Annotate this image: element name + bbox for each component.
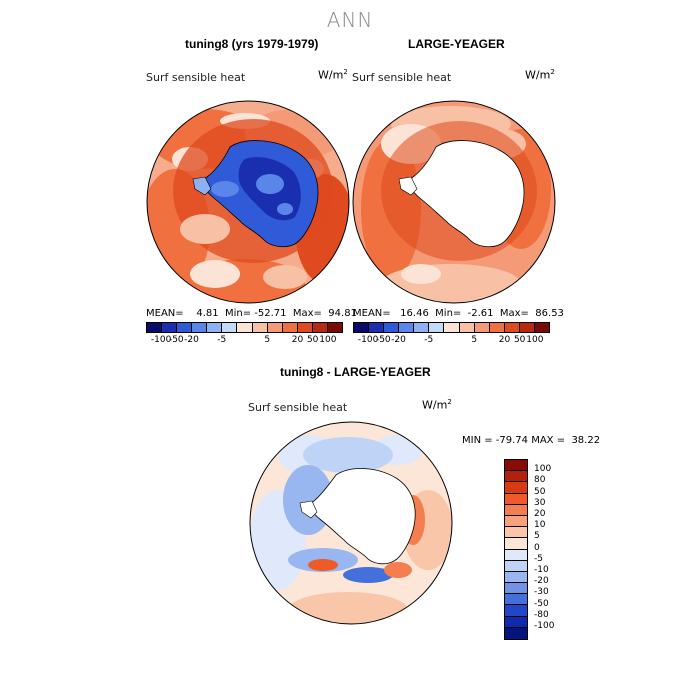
colorbar-swatch bbox=[147, 323, 163, 332]
colorbar-swatch bbox=[505, 594, 527, 606]
colorbar-swatch bbox=[444, 323, 460, 332]
left-colorbar: -100 -50 -20 -5 5 20 50 100 bbox=[146, 322, 343, 347]
colorbar-swatch bbox=[354, 323, 370, 332]
colorbar-swatch bbox=[222, 323, 238, 332]
colorbar-swatch bbox=[505, 482, 527, 494]
colorbar-swatch bbox=[369, 323, 385, 332]
right-stats: MEAN= 16.46 Min= -2.61 Max= 86.53 bbox=[353, 308, 564, 319]
colorbar-tick-label: -50 bbox=[168, 335, 184, 345]
colorbar-swatch bbox=[505, 583, 527, 595]
colorbar-swatch bbox=[282, 323, 298, 332]
colorbar-swatch bbox=[489, 323, 505, 332]
colorbar-tick-label: -20 bbox=[184, 335, 199, 345]
colorbar-tick-label: -30 bbox=[534, 587, 549, 598]
diff-colorbar-ticks: 100 80 50 30 20 10 5 0 -5 -10 -20 -30 -50 -80 -100 bbox=[534, 459, 574, 639]
diff-variable-label: Surf sensible heat bbox=[248, 401, 348, 414]
colorbar-swatch bbox=[399, 323, 415, 332]
diff-colorbar bbox=[504, 459, 528, 640]
colorbar-swatch bbox=[384, 323, 400, 332]
diff-panel-title: tuning8 - LARGE-YEAGER bbox=[280, 365, 431, 379]
colorbar-tick-label: 100 bbox=[319, 335, 337, 345]
colorbar-swatch bbox=[429, 323, 445, 332]
colorbar-swatch bbox=[505, 504, 527, 516]
colorbar-swatch bbox=[297, 323, 313, 332]
colorbar-tick-label: 20 bbox=[498, 335, 511, 345]
colorbar-tick-label: -50 bbox=[375, 335, 391, 345]
colorbar-swatch bbox=[505, 616, 527, 628]
colorbar-swatch bbox=[267, 323, 283, 332]
colorbar-swatch bbox=[312, 323, 328, 332]
colorbar-swatch bbox=[162, 323, 178, 332]
colorbar-tick-label: 80 bbox=[534, 475, 546, 486]
colorbar-swatch bbox=[505, 515, 527, 528]
colorbar-tick-label: -20 bbox=[534, 576, 549, 587]
colorbar-swatch bbox=[505, 627, 527, 639]
colorbar-tick-label: 100 bbox=[526, 335, 544, 345]
colorbar-tick-label: -10 bbox=[534, 565, 549, 575]
left-panel-title: tuning8 (yrs 1979-1979) bbox=[185, 37, 319, 51]
colorbar-swatch bbox=[505, 560, 527, 572]
colorbar-tick-label: 100 bbox=[534, 464, 552, 475]
colorbar-swatch bbox=[505, 538, 527, 550]
colorbar-swatch bbox=[505, 493, 527, 505]
colorbar-swatch bbox=[519, 323, 535, 332]
colorbar-swatch bbox=[505, 549, 527, 561]
colorbar-tick-label: -5 bbox=[534, 553, 543, 564]
colorbar-tick-label: 50 bbox=[306, 335, 319, 345]
left-variable-label: Surf sensible heat bbox=[146, 71, 246, 84]
colorbar-swatch bbox=[414, 323, 430, 332]
right-polar-map bbox=[352, 100, 556, 304]
colorbar-swatch bbox=[474, 323, 490, 332]
colorbar-tick-label: -80 bbox=[534, 609, 549, 620]
colorbar-tick-label: 5 bbox=[264, 335, 271, 345]
colorbar-swatch bbox=[177, 323, 193, 332]
colorbar-swatch bbox=[505, 471, 527, 483]
colorbar-tick-label: 20 bbox=[534, 509, 546, 519]
colorbar-swatch bbox=[505, 605, 527, 617]
diff-unit-label: W/m2 bbox=[422, 398, 452, 412]
colorbar-swatch bbox=[505, 527, 527, 539]
colorbar-tick-label: 50 bbox=[534, 486, 546, 497]
colorbar-tick-label: 50 bbox=[513, 335, 526, 345]
colorbar-tick-label: 10 bbox=[534, 520, 546, 531]
page-title: ANN bbox=[326, 8, 374, 32]
diff-stats: MIN = -79.74 MAX = 38.22 bbox=[462, 435, 601, 446]
colorbar-tick-label: -20 bbox=[391, 335, 406, 345]
diff-polar-map bbox=[249, 421, 453, 625]
colorbar-swatch bbox=[192, 323, 208, 332]
colorbar-tick-label: 0 bbox=[534, 542, 540, 553]
right-colorbar: -100 -50 -20 -5 5 20 50 100 bbox=[353, 322, 550, 347]
colorbar-tick-label: -5 bbox=[424, 335, 434, 345]
colorbar-tick-label: 30 bbox=[534, 497, 546, 508]
colorbar-swatch bbox=[505, 460, 527, 472]
colorbar-swatch bbox=[237, 323, 253, 332]
colorbar-swatch bbox=[459, 323, 475, 332]
colorbar-swatch bbox=[327, 323, 343, 332]
colorbar-tick-label: 20 bbox=[291, 335, 304, 345]
left-unit-label: W/m2 bbox=[318, 68, 348, 82]
colorbar-tick-label: 5 bbox=[471, 335, 478, 345]
right-unit-label: W/m2 bbox=[525, 68, 555, 82]
colorbar-swatch bbox=[534, 323, 550, 332]
right-variable-label: Surf sensible heat bbox=[352, 71, 452, 84]
colorbar-swatch bbox=[505, 571, 527, 584]
colorbar-tick-label: -100 bbox=[357, 335, 379, 345]
colorbar-tick-label: -5 bbox=[217, 335, 227, 345]
colorbar-tick-label: -50 bbox=[534, 598, 549, 609]
colorbar-tick-label: -100 bbox=[534, 621, 555, 631]
left-polar-map bbox=[146, 100, 350, 304]
colorbar-tick-label: 5 bbox=[534, 531, 540, 542]
colorbar-swatch bbox=[252, 323, 268, 332]
right-panel-title: LARGE-YEAGER bbox=[408, 37, 505, 51]
left-stats: MEAN= 4.81 Min= -52.71 Max= 94.81 bbox=[146, 308, 357, 319]
colorbar-swatch bbox=[207, 323, 223, 332]
colorbar-tick-label: -100 bbox=[150, 335, 172, 345]
colorbar-swatch bbox=[504, 323, 520, 332]
